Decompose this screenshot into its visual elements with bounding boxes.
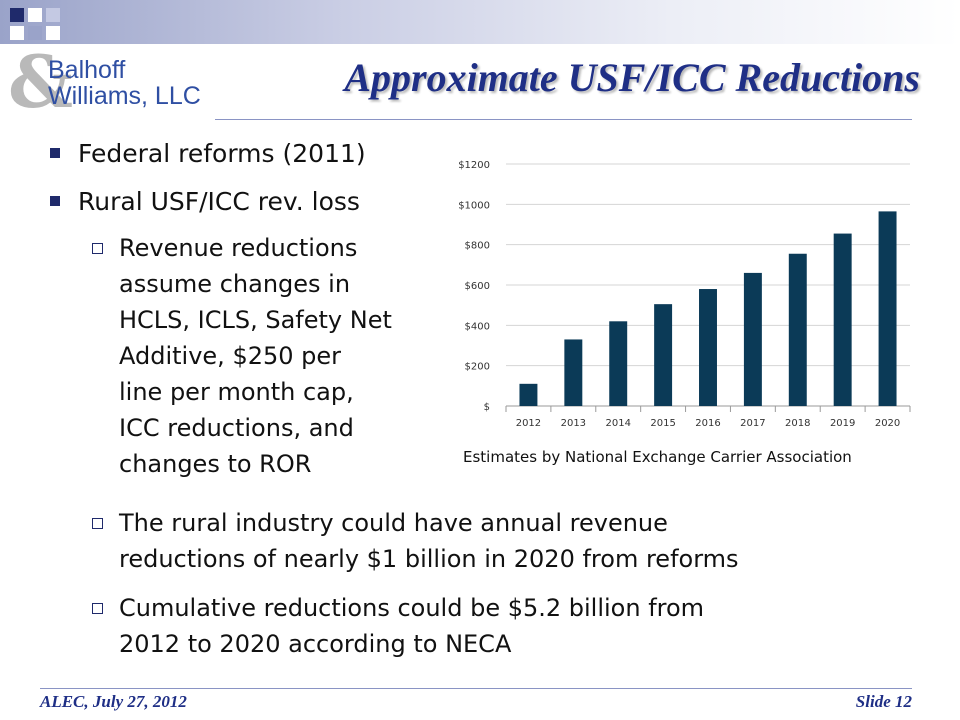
bullet-text: Rural USF/ICC rev. loss: [78, 187, 360, 216]
slide-title: Approximate USF/ICC Reductions: [344, 55, 920, 100]
sub-bullet-line: ICC reductions, and: [119, 414, 354, 442]
bar-2015: [654, 304, 673, 406]
logo-ampersand: &: [8, 39, 74, 124]
y-tick-label: $: [484, 402, 490, 413]
y-tick-label: $200: [465, 362, 490, 373]
sub-bullet-line: changes to ROR: [119, 450, 312, 478]
company-logo: & Balhoff Williams, LLC: [8, 46, 223, 118]
bullet-item: Rural USF/ICC rev. loss: [50, 184, 360, 220]
sub-bullet-line: line per month cap,: [119, 378, 354, 406]
slide-number: Slide 12: [855, 692, 912, 711]
logo-line-1: Balhoff: [48, 56, 126, 84]
bar-2017: [743, 272, 762, 406]
bar-2012: [519, 383, 538, 406]
x-tick-label: 2016: [695, 418, 720, 429]
y-tick-label: $1200: [458, 160, 490, 171]
decor-square: [28, 26, 42, 40]
sub-bullet-line: 2012 to 2020 according to NECA: [119, 630, 512, 658]
sub-bullet-line: reductions of nearly $1 billion in 2020 …: [119, 545, 739, 573]
decor-square: [46, 26, 60, 40]
square-bullet-icon: [50, 196, 60, 206]
decor-square: [46, 8, 60, 22]
bar-2013: [564, 339, 583, 406]
y-tick-label: $400: [465, 321, 490, 332]
sub-bullet-line: HCLS, ICLS, Safety Net: [119, 306, 392, 334]
sub-bullet-item: The rural industry could have annual rev…: [92, 505, 892, 577]
decor-square: [10, 26, 24, 40]
bullet-text: Federal reforms (2011): [78, 139, 366, 168]
bar-2014: [609, 321, 628, 406]
bar-2019: [833, 233, 852, 406]
top-banner: [0, 0, 960, 44]
bar-2018: [788, 253, 807, 406]
hollow-square-bullet-icon: [92, 243, 103, 254]
decor-square: [10, 8, 24, 22]
footer-event: ALEC, July 27, 2012: [40, 692, 187, 711]
logo-line-2: Williams, LLC: [48, 82, 201, 110]
x-tick-label: 2012: [516, 418, 541, 429]
x-tick-label: 2018: [785, 418, 810, 429]
x-tick-label: 2019: [830, 418, 855, 429]
title-divider: [215, 119, 912, 120]
sub-bullet-line: Additive, $250 per: [119, 342, 342, 370]
y-tick-label: $800: [465, 241, 490, 252]
y-tick-label: $600: [465, 281, 490, 292]
sub-bullet-line: The rural industry could have annual rev…: [119, 509, 668, 537]
x-tick-label: 2013: [561, 418, 586, 429]
x-tick-label: 2014: [605, 418, 630, 429]
sub-bullet-item: Cumulative reductions could be $5.2 bill…: [92, 590, 892, 662]
bar-2020: [878, 211, 897, 406]
hollow-square-bullet-icon: [92, 518, 103, 529]
y-tick-label: $1000: [458, 200, 490, 211]
square-bullet-icon: [50, 148, 60, 158]
x-tick-label: 2015: [650, 418, 675, 429]
sub-bullet-line: Revenue reductions: [119, 234, 358, 262]
decor-square: [28, 8, 42, 22]
sub-bullet-line: Cumulative reductions could be $5.2 bill…: [119, 594, 705, 622]
x-tick-label: 2020: [875, 418, 900, 429]
revenue-reduction-chart: $ $200 $400 $600 $800 $1000 $1200 2012 2013 2014 2…: [448, 152, 918, 442]
bar-2016: [699, 289, 717, 406]
x-tick-label: 2017: [740, 418, 765, 429]
chart-canvas: $ $200 $400 $600 $800 $1000 $1200 2012 2013 2014 2…: [458, 160, 911, 429]
sub-bullet-item: Revenue reductions assume changes in HCL…: [92, 230, 442, 482]
chart-source-note: Estimates by National Exchange Carrier A…: [463, 448, 852, 466]
sub-bullet-line: assume changes in: [119, 270, 351, 298]
hollow-square-bullet-icon: [92, 603, 103, 614]
bullet-item: Federal reforms (2011): [50, 136, 366, 172]
footer-divider: [40, 688, 912, 689]
